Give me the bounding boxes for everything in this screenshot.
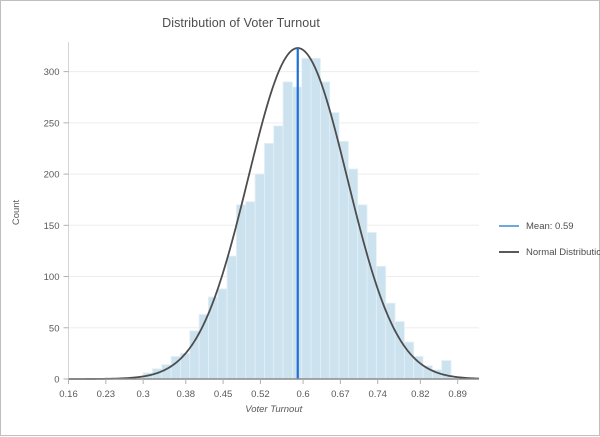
- histogram-bar[interactable]: [264, 142, 275, 380]
- chart-title: Distribution of Voter Turnout: [162, 16, 320, 30]
- histogram-bar[interactable]: [254, 173, 265, 380]
- legend-item-mean[interactable]: Mean: 0.59: [499, 213, 599, 239]
- y-tick-label: 150: [44, 221, 60, 232]
- histogram-bar[interactable]: [375, 265, 387, 380]
- histogram-bar[interactable]: [310, 57, 321, 380]
- chart-legend: Mean: 0.59 Normal Distribution: [499, 213, 600, 265]
- legend-item-normal[interactable]: Normal Distribution: [499, 239, 600, 265]
- histogram-bar[interactable]: [217, 288, 228, 380]
- x-tick-label: 0.6: [296, 389, 309, 400]
- y-tick-label: 250: [44, 118, 60, 129]
- histogram-bar[interactable]: [301, 57, 312, 380]
- x-tick-label: 0.89: [448, 389, 467, 400]
- histogram-bar[interactable]: [226, 255, 237, 380]
- x-tick-label: 0.52: [251, 389, 270, 400]
- y-tick-label: 50: [49, 323, 60, 334]
- normal-distribution-curve: [68, 47, 480, 380]
- histogram-bar[interactable]: [319, 81, 331, 380]
- histogram-bar[interactable]: [236, 204, 247, 380]
- histogram-bar[interactable]: [357, 204, 368, 380]
- x-axis-title: Voter Turnout: [245, 404, 302, 415]
- y-tick-label: 100: [44, 272, 60, 283]
- histogram-bar[interactable]: [245, 201, 256, 380]
- y-tick-label: 300: [44, 67, 60, 78]
- histogram-bar[interactable]: [394, 321, 405, 380]
- x-tick-label: 0.74: [368, 389, 387, 400]
- y-axis-title: Count: [11, 199, 22, 225]
- legend-label-mean: Mean: 0.59: [526, 220, 574, 232]
- histogram-bar[interactable]: [366, 232, 377, 380]
- x-tick-label: 0.3: [137, 389, 150, 400]
- histogram-bar[interactable]: [189, 330, 200, 380]
- legend-swatch-normal: [499, 251, 519, 253]
- y-tick-label: 200: [44, 170, 60, 181]
- x-tick-label: 0.67: [331, 389, 350, 400]
- legend-label-normal: Normal Distribution: [526, 246, 600, 258]
- x-tick-label: 0.45: [214, 389, 233, 400]
- histogram-bar[interactable]: [273, 125, 284, 380]
- legend-swatch-mean: [499, 225, 519, 227]
- x-tick-label: 0.16: [59, 389, 78, 400]
- x-tick-label: 0.82: [411, 389, 430, 400]
- histogram-bar[interactable]: [329, 112, 340, 380]
- x-tick-label: 0.38: [177, 389, 196, 400]
- x-tick-label: 0.23: [97, 389, 116, 400]
- histogram-bar[interactable]: [282, 81, 293, 380]
- y-tick-label: 0: [54, 375, 59, 386]
